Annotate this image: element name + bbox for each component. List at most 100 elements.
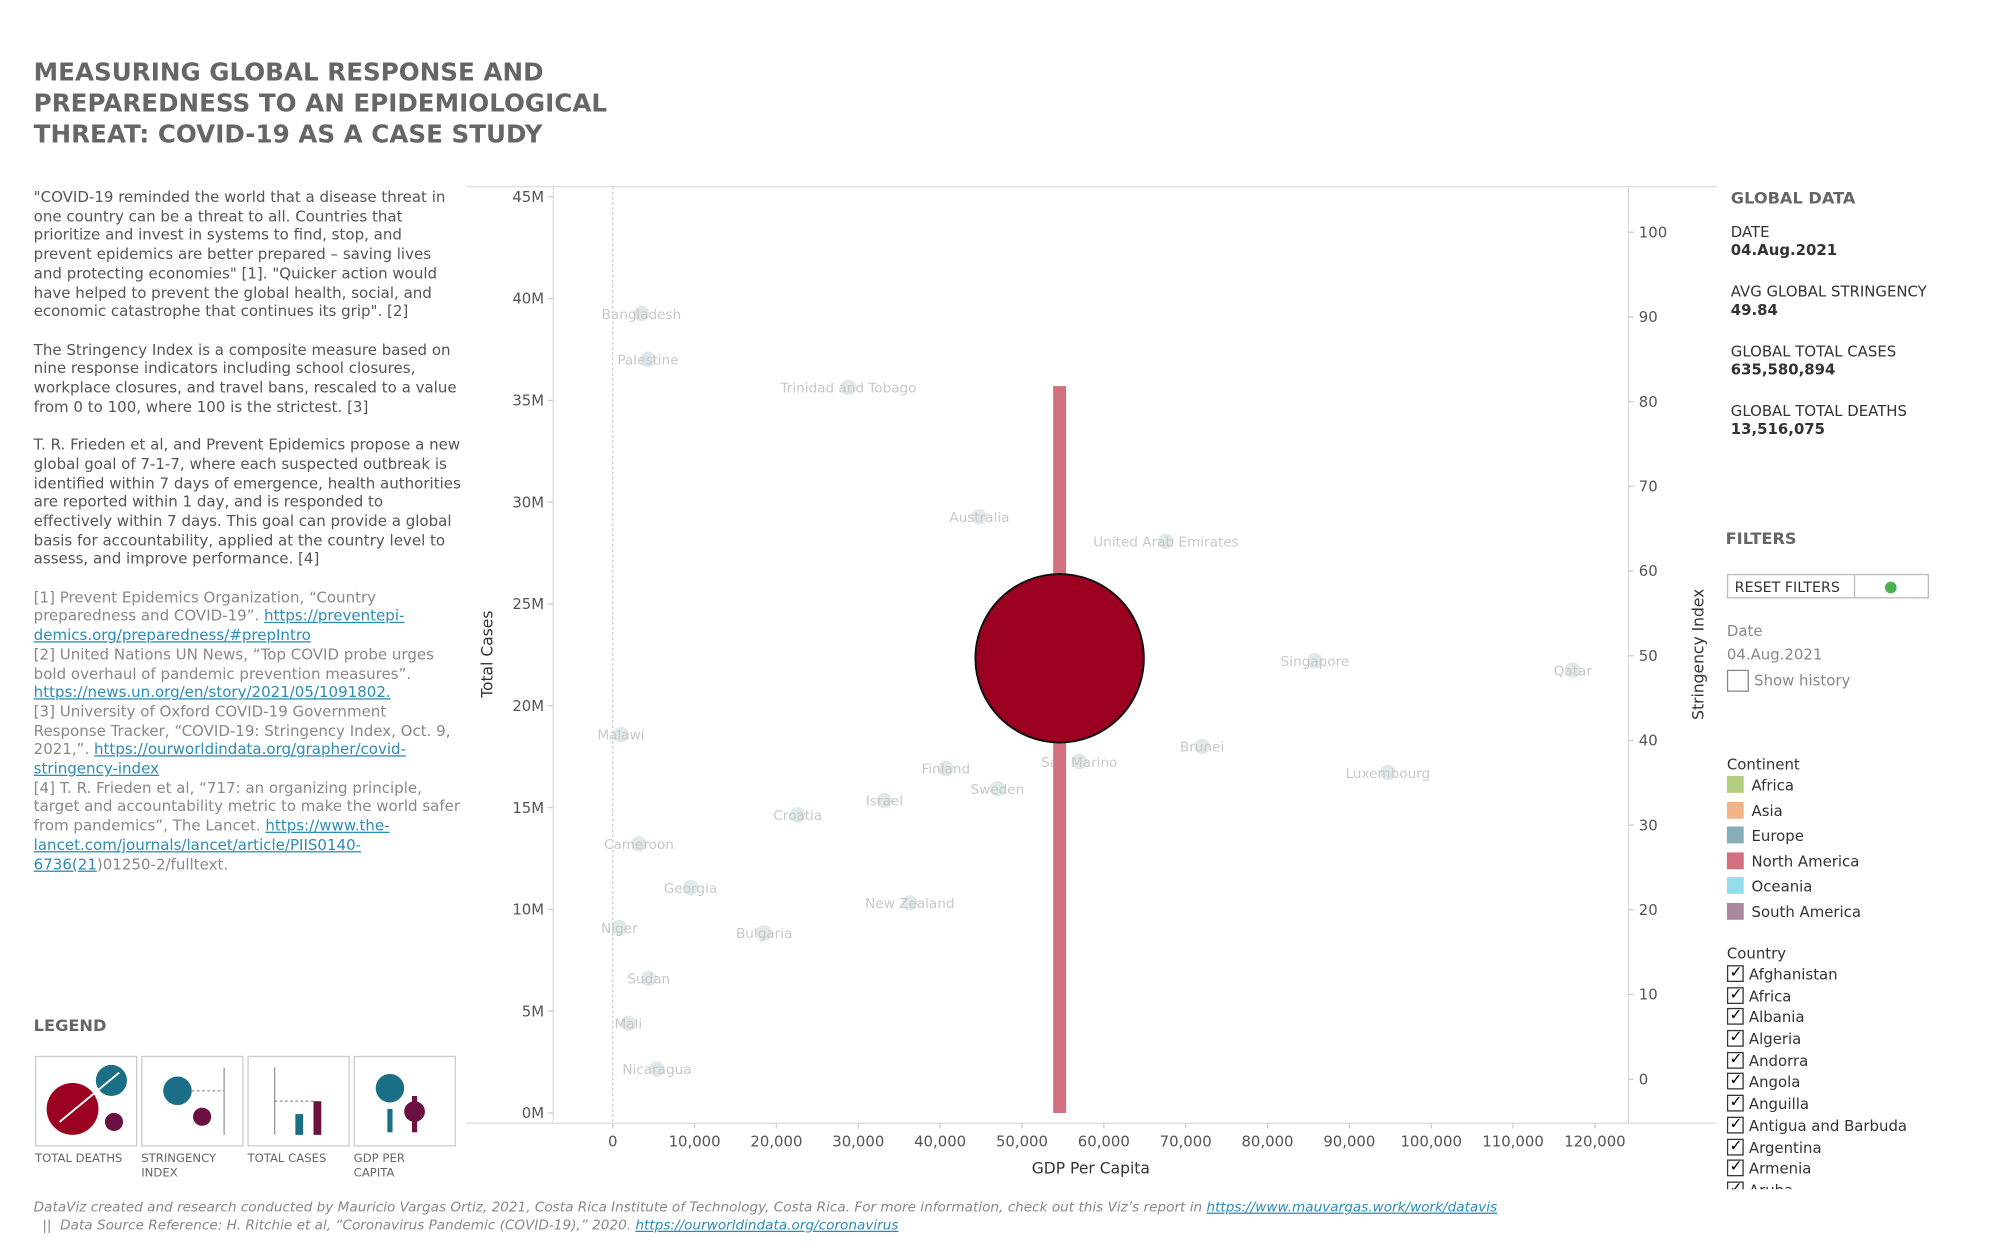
x-tick-label: 80,000 (1241, 1133, 1293, 1151)
reference-link[interactable]: https://news.un.org/en/story/2021/05/109… (33, 683, 391, 702)
reference: [1] Prevent Epidemics Organization, “Cou… (34, 588, 462, 645)
country-option[interactable]: Aruba (1726, 1179, 1947, 1190)
reference-text: [4] T. R. Frieden et al, “717: an organi… (33, 778, 461, 835)
country-option[interactable]: Andorra (1726, 1049, 1947, 1074)
checkbox[interactable] (1726, 669, 1749, 692)
filter-value[interactable]: 04.Aug.2021 (1726, 645, 1823, 664)
paragraph: "COVID-19 reminded the world that a dise… (33, 187, 446, 321)
checkbox[interactable] (1726, 1071, 1744, 1091)
legend-item[interactable]: Asia (1726, 801, 1861, 826)
point (611, 919, 628, 936)
legend-item[interactable]: North America (1726, 852, 1861, 877)
point-label: Niger (601, 921, 638, 937)
reference-text: [3] University of Oxford COVID-19 Govern… (33, 702, 451, 759)
checkbox[interactable] (1726, 1114, 1744, 1134)
country-option[interactable]: Antigua and Barbuda (1726, 1114, 1947, 1138)
reference-link[interactable]: https://www.the-lancet.com/journals/lanc… (33, 816, 390, 873)
bar (1053, 386, 1067, 1114)
continent-legend: Continent Africa Asia Europe North America Oc… (1726, 755, 1862, 928)
y2-tick-label: 10 (1639, 986, 1658, 1004)
legend-label: Africa (1751, 776, 1795, 795)
y2-tick-label: 20 (1639, 901, 1658, 919)
checkbox[interactable] (1726, 1179, 1744, 1190)
point (640, 351, 656, 368)
country-option[interactable]: Argentina (1726, 1136, 1947, 1160)
y-axis-title: Total Cases (478, 611, 496, 699)
footer: DataViz created and research conducted b… (34, 1200, 1964, 1235)
country-option[interactable]: Afghanistan (1726, 963, 1947, 987)
legend-title: Continent (1726, 755, 1800, 774)
y2-axis-title: Stringency Index (1690, 589, 1708, 720)
checkbox[interactable] (1726, 1136, 1744, 1155)
footer-link[interactable]: https://ourworldindata.org/coronavirus (635, 1217, 899, 1233)
x-tick-label: 10,000 (669, 1133, 721, 1151)
legend-item[interactable]: Oceania (1726, 877, 1861, 903)
point-label: New Zealand (865, 896, 954, 912)
y-tick-label: 20M (512, 697, 544, 715)
country-option[interactable]: Africa (1726, 984, 1947, 1009)
reference-link[interactable]: https://preventepi-demics.org/preparedne… (33, 606, 405, 645)
country-option[interactable]: Angola (1726, 1071, 1947, 1095)
reference-link[interactable]: https://ourworldindata.org/grapher/covid… (33, 740, 407, 778)
reset-button[interactable]: RESET FILTERS (1726, 573, 1929, 599)
x-tick-label: 20,000 (750, 1133, 802, 1151)
country-label: Armenia (1748, 1159, 1812, 1178)
checkbox[interactable] (1726, 1027, 1744, 1047)
y-tick-label: 0M (522, 1104, 544, 1122)
point-label: Palestine (617, 352, 678, 368)
point (633, 305, 650, 322)
reference-text: )01250-2/fulltext. (96, 854, 229, 873)
reference-text: [1] Prevent Epidemics Organization, “Cou… (33, 587, 377, 625)
legend-item[interactable]: South America (1726, 902, 1862, 928)
x-tick-label: 110,000 (1482, 1133, 1544, 1151)
legend-label: South America (1751, 902, 1862, 922)
point-label: Bulgaria (736, 926, 792, 942)
x-tick-label: 100,000 (1400, 1133, 1462, 1151)
x-tick-label: 120,000 (1564, 1133, 1626, 1151)
point (1380, 764, 1396, 781)
country-option[interactable]: Anguilla (1726, 1092, 1947, 1117)
country-option[interactable]: Algeria (1726, 1027, 1947, 1052)
point-label: Finland (922, 762, 971, 778)
country-option[interactable]: Albania (1726, 1006, 1947, 1030)
show-history[interactable]: Show history (1726, 669, 1851, 692)
point-label: Bangladesh (602, 307, 682, 323)
checkbox[interactable] (1726, 1092, 1744, 1112)
stat-label: AVG GLOBAL STRINGENCY (1730, 282, 1927, 301)
y-tick-label: 30M (512, 493, 544, 511)
checkbox[interactable] (1726, 1049, 1744, 1069)
stat-label: GLOBAL TOTAL DEATHS (1730, 401, 1907, 420)
legend-item[interactable]: Africa (1726, 776, 1861, 801)
legend-label: TOTAL DEATHS (34, 1152, 123, 1166)
point (840, 379, 857, 396)
legend-item[interactable]: Europe (1726, 826, 1861, 852)
footer-link[interactable]: https://www.mauvargas.work/work/datavis (1206, 1199, 1498, 1216)
country-filter: Country Afghanistan Africa Albania Algeria An… (1726, 944, 1947, 1190)
filter-label: Date (1726, 621, 1763, 640)
country-option[interactable]: Armenia (1726, 1157, 1947, 1182)
highlight-point (974, 573, 1145, 744)
checkbox[interactable] (1726, 1157, 1744, 1177)
legend-swatch (1726, 852, 1744, 869)
point (1194, 738, 1210, 755)
point (1158, 533, 1174, 550)
point-label: Sweden (971, 782, 1025, 798)
stat-label: GLOBAL TOTAL CASES (1730, 342, 1897, 361)
country-label: Angola (1748, 1073, 1801, 1092)
footer-text: || Data Source Reference: H. Ritchie et … (33, 1217, 636, 1233)
legend-swatch (1726, 826, 1744, 844)
y-tick-label: 25M (512, 595, 544, 613)
stat-value: 04.Aug.2021 (1730, 240, 1838, 260)
checkbox-label: Show history (1754, 671, 1851, 690)
point (756, 924, 772, 941)
legend-label: GDP PER CAPITA (353, 1152, 405, 1181)
intro: "COVID-19 reminded the world that a dise… (34, 188, 462, 874)
checkbox[interactable] (1726, 1006, 1744, 1026)
y2-tick-label: 50 (1639, 647, 1658, 665)
point-label: Cameroon (604, 837, 674, 853)
checkbox[interactable] (1726, 984, 1744, 1004)
checkbox[interactable] (1726, 963, 1744, 982)
y2-tick-label: 60 (1639, 562, 1658, 580)
reference: [3] University of Oxford COVID-19 Govern… (34, 702, 462, 778)
y-tick-label: 40M (512, 290, 544, 308)
